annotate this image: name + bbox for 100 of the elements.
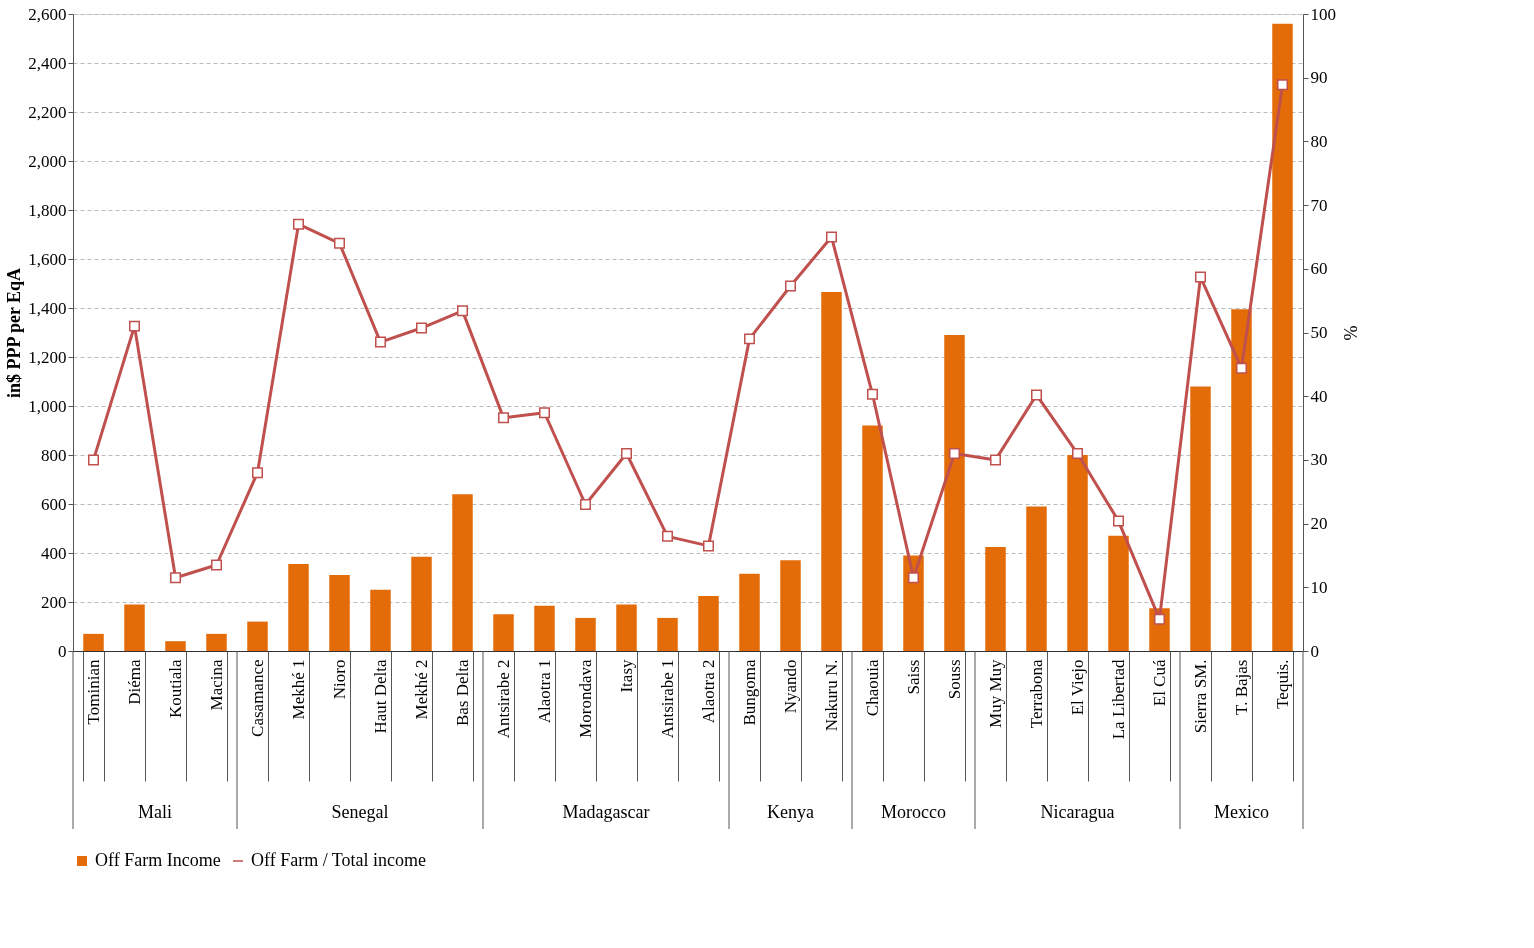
bar bbox=[83, 633, 104, 651]
bar bbox=[985, 546, 1006, 651]
bar bbox=[739, 573, 760, 651]
point bbox=[1072, 448, 1083, 460]
point bbox=[580, 499, 591, 510]
point bbox=[457, 305, 468, 317]
y2-tick-label: 60 bbox=[1310, 259, 1328, 279]
x-tick-label: Koutiala bbox=[166, 659, 185, 719]
text: Kenya bbox=[767, 802, 814, 822]
point bbox=[662, 530, 673, 542]
y2-tick-label: 80 bbox=[1310, 131, 1328, 151]
bar bbox=[288, 564, 309, 651]
x-tick-label: Nioro bbox=[330, 659, 349, 700]
y-tick-label: 1,000 bbox=[28, 396, 67, 416]
y-tick-label: 600 bbox=[41, 494, 67, 514]
x-tick-label: Tequis. bbox=[1273, 659, 1292, 709]
bar bbox=[1067, 455, 1088, 651]
x-tick-label: Sierra SM. bbox=[1191, 659, 1210, 734]
x-tick-label: Casamance bbox=[248, 659, 267, 737]
text: Mexico bbox=[1214, 802, 1269, 822]
y-tick-label: 800 bbox=[41, 445, 67, 465]
y-tick-label: 1,400 bbox=[28, 298, 67, 318]
y-tick-label: 1,600 bbox=[28, 249, 67, 269]
y-tick-label: 1,200 bbox=[28, 347, 67, 367]
bar bbox=[944, 334, 965, 651]
point bbox=[621, 448, 632, 460]
x-tick-label: Mekhé 1 bbox=[289, 659, 308, 720]
bar bbox=[1272, 23, 1293, 651]
point bbox=[211, 559, 222, 571]
bar bbox=[534, 605, 555, 651]
point bbox=[293, 218, 304, 230]
text: Mali bbox=[138, 802, 172, 822]
x-tick-label: Mekhé 2 bbox=[412, 659, 431, 720]
point bbox=[539, 407, 550, 419]
y-tick-label: 2,400 bbox=[28, 53, 67, 73]
y-tick-label: 400 bbox=[41, 543, 67, 563]
legend-label: Off Farm / Total income bbox=[251, 850, 427, 870]
bar bbox=[452, 494, 473, 651]
y-tick-label: 2,600 bbox=[28, 4, 67, 24]
bar bbox=[1190, 386, 1211, 651]
point bbox=[88, 454, 99, 466]
y-axis-title: in$ PPP per EqA bbox=[4, 267, 25, 399]
x-tick-label: El Viejo bbox=[1068, 659, 1087, 716]
y2-axis-title: % bbox=[1340, 325, 1360, 341]
bar bbox=[206, 633, 227, 651]
bar bbox=[247, 621, 268, 651]
point bbox=[129, 320, 140, 332]
text: Senegal bbox=[331, 802, 389, 822]
bar bbox=[493, 614, 514, 651]
x-tick-label: Saiss bbox=[904, 659, 923, 695]
bar bbox=[698, 595, 719, 651]
y2-tick-label: 90 bbox=[1310, 68, 1328, 88]
x-tick-label: El Cuá bbox=[1150, 659, 1169, 707]
bar bbox=[575, 617, 596, 651]
y2-tick-label: 30 bbox=[1310, 450, 1328, 470]
point bbox=[498, 412, 509, 424]
point bbox=[375, 336, 386, 348]
y2-tick-label: 100 bbox=[1310, 4, 1336, 24]
point bbox=[1113, 515, 1124, 527]
text: Morocco bbox=[881, 802, 946, 822]
x-tick-label: Souss bbox=[945, 659, 964, 700]
x-tick-label: Bungoma bbox=[740, 659, 759, 726]
x-tick-label: Antsirabe 1 bbox=[658, 659, 677, 739]
y-tick-label: 2,200 bbox=[28, 102, 67, 122]
y-tick-label: 2,000 bbox=[28, 151, 67, 171]
y2-tick-label: 50 bbox=[1310, 323, 1328, 342]
bar bbox=[862, 425, 883, 651]
x-tick-label: La Libertad bbox=[1109, 659, 1128, 740]
x-tick-label: Diéma bbox=[125, 659, 144, 705]
bar bbox=[370, 589, 391, 651]
x-tick-label: Alaotra 1 bbox=[535, 659, 554, 724]
point bbox=[1031, 389, 1042, 401]
bar bbox=[411, 556, 432, 651]
point bbox=[1154, 613, 1165, 625]
point bbox=[949, 448, 960, 460]
bar bbox=[329, 575, 350, 651]
x-tick-label: Macina bbox=[207, 659, 226, 711]
y2-tick-label: 40 bbox=[1310, 386, 1328, 406]
x-tick-label: T. Bajas bbox=[1232, 659, 1251, 715]
x-tick-label: Tominian bbox=[84, 659, 103, 725]
y-tick-label: 200 bbox=[41, 592, 67, 612]
point bbox=[1195, 271, 1206, 283]
x-tick-label: Muy Muy bbox=[986, 659, 1005, 728]
point bbox=[785, 280, 796, 292]
point bbox=[416, 322, 427, 334]
bar bbox=[616, 604, 637, 651]
bar bbox=[780, 560, 801, 651]
point bbox=[867, 388, 878, 400]
bar bbox=[1026, 506, 1047, 651]
y2-tick-label: 10 bbox=[1310, 577, 1328, 597]
y2-tick-label: 70 bbox=[1310, 195, 1328, 215]
text: Madagascar bbox=[562, 802, 650, 822]
point bbox=[334, 237, 345, 249]
bar bbox=[821, 292, 842, 651]
point bbox=[908, 572, 919, 584]
x-tick-label: Morondava bbox=[576, 659, 595, 738]
y2-tick-label: 20 bbox=[1310, 514, 1328, 534]
x-tick-label: Alaotra 2 bbox=[699, 659, 718, 724]
text: Nicaragua bbox=[1040, 802, 1115, 822]
point bbox=[990, 454, 1001, 466]
